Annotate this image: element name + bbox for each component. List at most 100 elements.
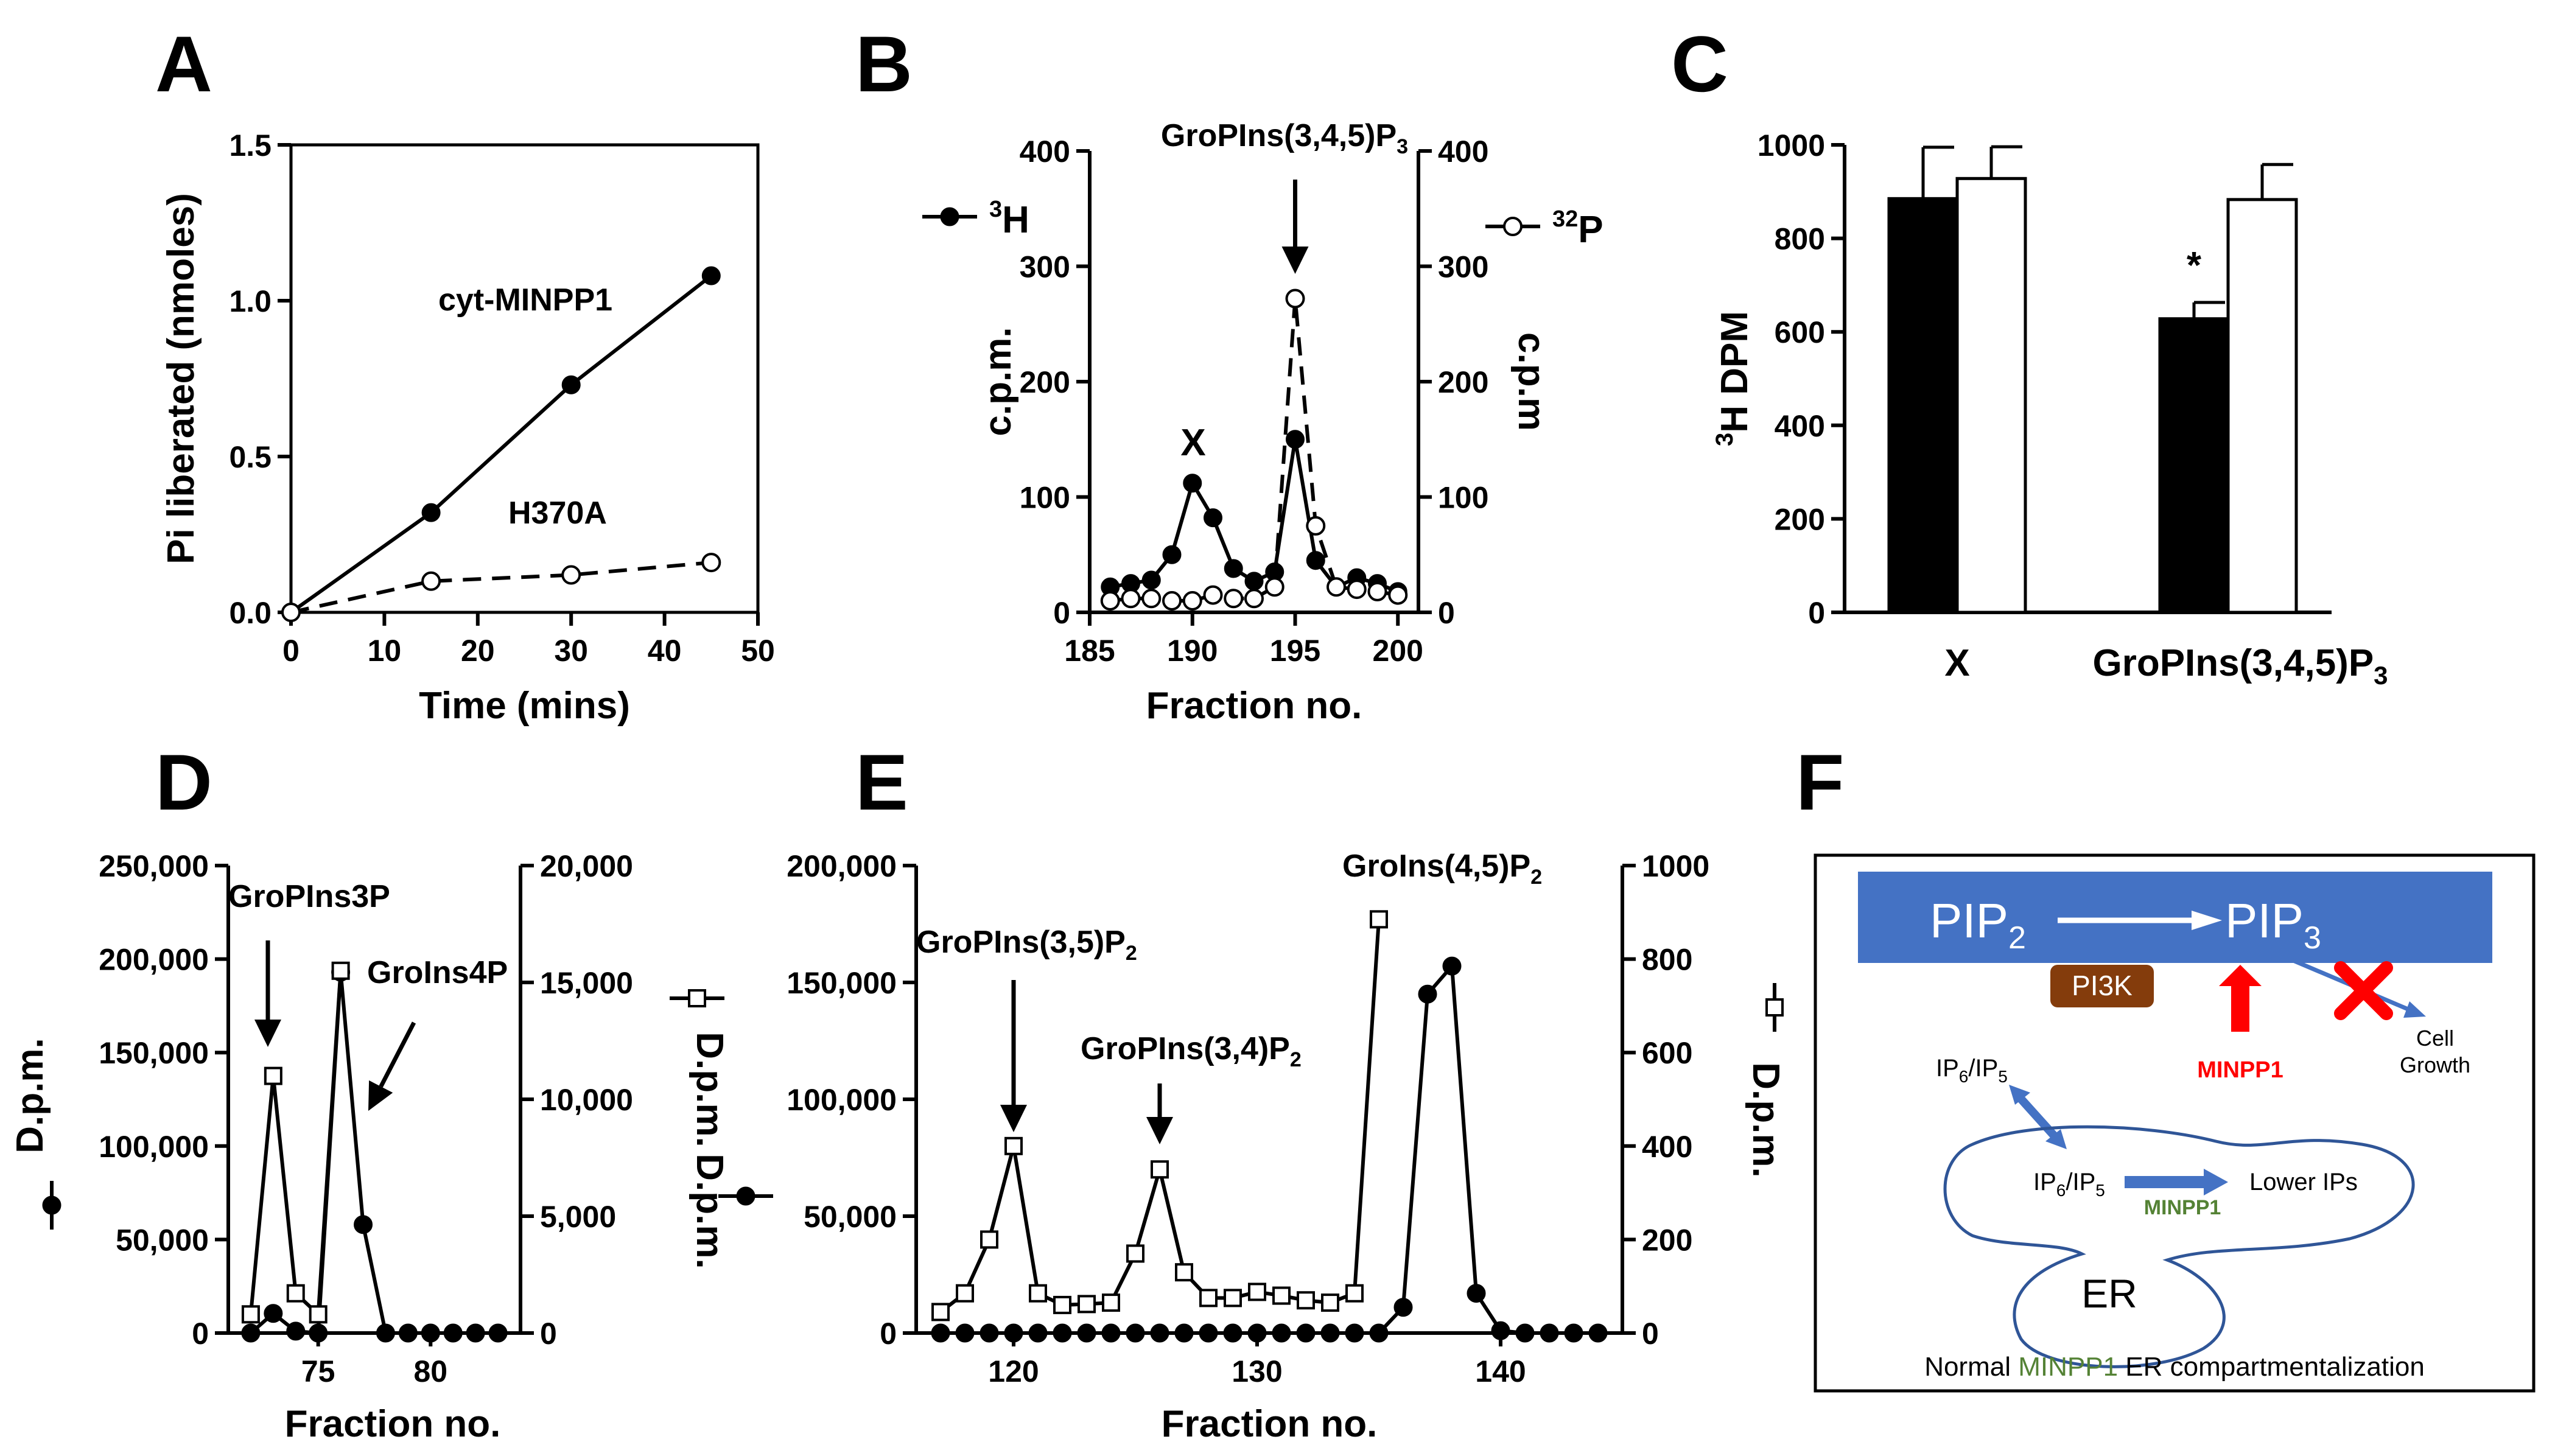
panel-e-y-tick-label: 50,000 xyxy=(804,1200,897,1234)
panel-a-point xyxy=(421,503,441,522)
panel-e-point xyxy=(1175,1263,1193,1282)
panel-e-point xyxy=(955,1323,975,1343)
dephos-arrow-line xyxy=(2125,1176,2207,1188)
panel-e-point xyxy=(1345,1323,1364,1343)
panel-a-x-tick-label: 0 xyxy=(282,634,300,668)
panel-b-legend-32p-marker xyxy=(1503,217,1523,236)
panel-b-y-tick-label: 100 xyxy=(1020,481,1070,515)
panel-b-point xyxy=(1264,577,1284,597)
panel-e-point xyxy=(1418,984,1437,1004)
er-outline xyxy=(1943,1125,2415,1368)
panel-d-point xyxy=(241,1305,260,1324)
panel-e-y-tick-label-right: 400 xyxy=(1642,1130,1692,1164)
panel-e-label-2: GroPIns(3,4)P2 xyxy=(1081,1031,1302,1071)
panel-e-series-line-filled xyxy=(941,961,1598,1335)
panel-b-point xyxy=(1367,581,1387,601)
panel-b-point xyxy=(1162,545,1182,564)
panel-a-x-tick-label: 10 xyxy=(368,634,402,668)
panel-e-point xyxy=(1369,1323,1389,1343)
ip-inner-label: IP6/IP5 xyxy=(2033,1169,2105,1200)
panel-d-legend-filled-marker xyxy=(42,1195,61,1215)
panel-d-legend-open-marker xyxy=(688,989,706,1007)
panel-c-category-label: X xyxy=(1944,642,1969,684)
panel-a-axes: 0.0 0.5 1.0 1.5 0 10 20 30 40 50 Time (mins) Pi lib… xyxy=(160,128,775,727)
panel-d-y-tick-label-right: 15,000 xyxy=(540,966,633,1000)
panel-e-axes: 0 50,000 100,000 150,000 200,000 0 200 400 600 80… xyxy=(787,849,1787,1445)
panel-e-point xyxy=(1442,956,1462,976)
panel-c-category-label: GroPIns(3,4,5)P3 xyxy=(2092,642,2388,690)
panel-d-y-label: D.p.m. xyxy=(9,1038,51,1153)
panel-e-point xyxy=(980,1230,998,1249)
panel-d-point xyxy=(264,1066,282,1085)
panel-a-point xyxy=(281,603,301,622)
panel-e-point xyxy=(1029,1284,1047,1303)
panel-c-axes: 0 200 400 600 800 1000 X GroPIns(3,4,5)P3 * 3H DP… xyxy=(1711,128,2388,690)
h370a-label: H370A xyxy=(508,495,607,531)
panel-c-significance: * xyxy=(2187,245,2202,287)
panel-e-point xyxy=(1248,1283,1266,1301)
panel-d-y-tick-label-right: 10,000 xyxy=(540,1083,633,1117)
panel-d-point xyxy=(376,1323,395,1343)
panel-e-y-tick-label-right: 1000 xyxy=(1642,849,1709,883)
panel-letter-f: F xyxy=(1796,738,1844,827)
panel-d-point xyxy=(398,1323,418,1343)
cyt-minpp1-label: cyt-MINPP1 xyxy=(438,282,612,318)
panel-e-arrow-2-head xyxy=(1146,1117,1173,1144)
ip-transport-arrow-line xyxy=(2014,1093,2060,1141)
panel-d-point xyxy=(309,1323,328,1343)
panel-e-point xyxy=(1393,1298,1413,1317)
panel-b-point xyxy=(1286,430,1305,449)
panel-letter-c: C xyxy=(1671,19,1728,108)
panel-d-y-tick-label: 0 xyxy=(192,1317,209,1351)
panel-c-y-tick-label: 600 xyxy=(1775,315,1825,349)
panel-a-y-tick-label: 0.0 xyxy=(229,596,272,630)
panel-d-y-tick-label-right: 5,000 xyxy=(540,1200,616,1234)
panel-e-label-1: GroPIns(3,5)P2 xyxy=(916,925,1137,965)
panel-b-y-tick-label-right: 400 xyxy=(1438,135,1488,169)
panel-d-label-1: GroPIns3P xyxy=(228,879,390,914)
panel-a-point xyxy=(421,571,441,591)
panel-e-point xyxy=(1370,910,1388,929)
panel-d-point xyxy=(421,1323,440,1343)
panel-a-y-tick-label: 0.5 xyxy=(229,440,272,474)
panel-a-frame xyxy=(289,143,760,614)
panel-d-point xyxy=(488,1323,508,1343)
panel-d-y-tick-label: 100,000 xyxy=(99,1130,209,1164)
panel-b-y-tick-label-right: 100 xyxy=(1438,481,1488,515)
panel-e-x-label: Fraction no. xyxy=(1162,1403,1378,1445)
panel-b-y-tick-label-right: 0 xyxy=(1438,596,1455,630)
panel-b-x-tick-label: 185 xyxy=(1064,634,1115,668)
panel-c-bar xyxy=(1887,197,1959,614)
panel-e-point xyxy=(1272,1286,1291,1305)
panel-b-point xyxy=(1224,589,1244,609)
panel-b-point xyxy=(1182,591,1202,611)
panel-b-arrow-head xyxy=(1281,247,1309,274)
panel-e-point xyxy=(1321,1293,1339,1312)
panel-e-point xyxy=(1101,1323,1121,1343)
panel-c-y-tick-label: 400 xyxy=(1775,409,1825,443)
panel-e-point xyxy=(956,1284,974,1303)
plasma-membrane xyxy=(1858,872,2492,963)
minpp1-red-label: MINPP1 xyxy=(2197,1057,2283,1083)
panel-b-point xyxy=(1244,572,1264,591)
panel-b-x-tick-label: 195 xyxy=(1270,634,1320,668)
panel-d-legend-filled-right-marker xyxy=(736,1186,755,1206)
panel-e-y-tick-label: 0 xyxy=(880,1317,897,1351)
ip-top-label: IP6/IP5 xyxy=(1936,1055,2008,1086)
panel-e-point xyxy=(1028,1323,1048,1343)
panel-e-point xyxy=(1004,1136,1023,1155)
panel-d: D 0 50,000 100,000 150,000 200,000 250,000 0 5,… xyxy=(9,738,773,1445)
inhibit-x-icon xyxy=(2334,961,2393,1020)
pip3-label: PIP3 xyxy=(2225,894,2321,956)
er-label: ER xyxy=(2081,1271,2137,1316)
panel-a-y-tick-label: 1.5 xyxy=(229,128,272,163)
panel-e-point xyxy=(1588,1323,1608,1343)
panel-d-x-tick-label: 80 xyxy=(413,1354,447,1388)
panel-b-point xyxy=(1244,589,1264,609)
panel-e-point xyxy=(1272,1323,1291,1343)
panel-e-y-tick-label-right: 0 xyxy=(1642,1317,1659,1351)
panel-d-arrow-2-head xyxy=(368,1080,393,1111)
conversion-arrow-head xyxy=(2192,911,2222,930)
panel-b-arrow-label: GroPIns(3,4,5)P3 xyxy=(1161,118,1408,158)
